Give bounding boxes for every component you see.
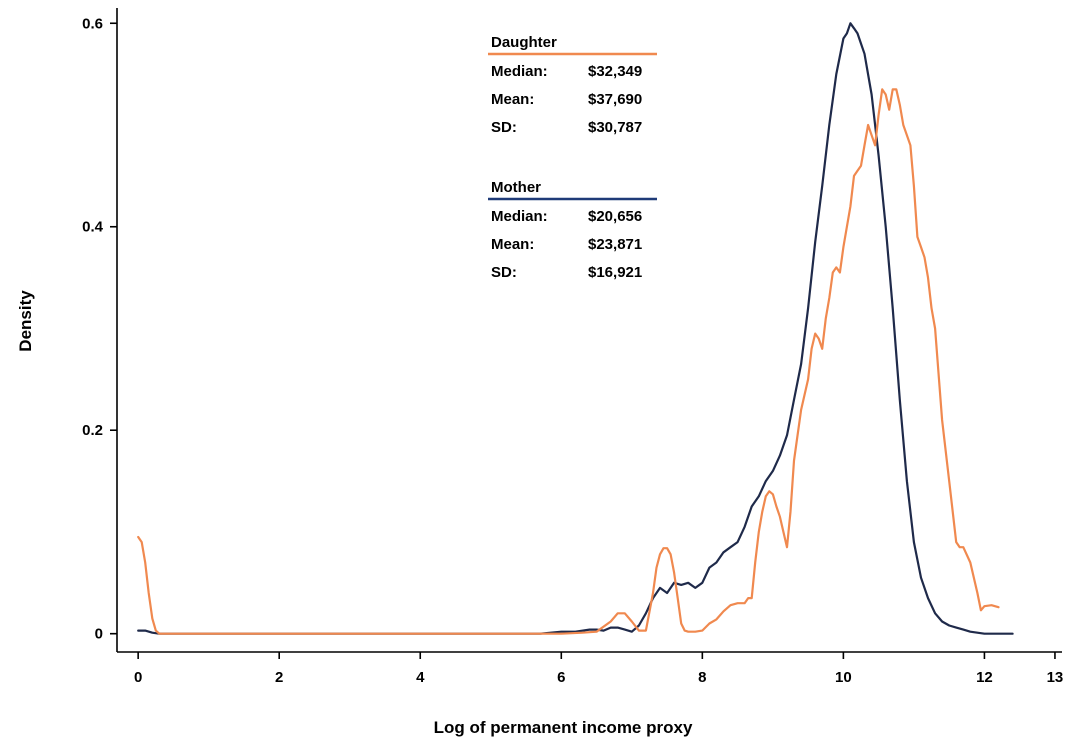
x-tick-label: 2 [275,669,283,686]
legend-stat-value: $23,871 [588,236,642,253]
x-tick-label: 8 [698,669,706,686]
y-tick-label: 0 [95,626,103,643]
y-tick-label: 0.2 [82,422,103,439]
x-tick-label: 13 [1047,669,1064,686]
legend-stat-label: Mean: [491,91,534,108]
x-tick-label: 4 [416,669,425,686]
x-tick-label: 12 [976,669,993,686]
series-layer [137,22,1014,635]
series-line-mother [137,22,1014,635]
legend-title-mother: Mother [491,179,541,196]
legend-stat-label: SD: [491,264,517,281]
series-line-daughter [137,88,1000,635]
x-tick-label: 0 [134,669,142,686]
legend-stat-label: SD: [491,119,517,136]
axes: 0 2 4 6 8 10 12 13 0 0.2 0.4 0.6 [82,8,1063,686]
legend-stat-value: $37,690 [588,91,642,108]
y-tick-label: 0.6 [82,15,103,32]
y-axis-title: Density [16,290,35,352]
y-tick-label: 0.4 [82,219,104,236]
x-tick-label: 10 [835,669,852,686]
legend-stat-label: Median: [491,208,548,225]
legend-title-daughter: Daughter [491,34,557,51]
legend-stat-value: $20,656 [588,208,642,225]
legend-stat-value: $16,921 [588,264,642,281]
legend: Daughter Median: $32,349 Mean: $37,690 SD: $30… [488,34,657,281]
legend-stat-value: $30,787 [588,119,642,136]
legend-stat-label: Median: [491,63,548,80]
x-axis-title: Log of permanent income proxy [434,718,693,737]
x-tick-label: 6 [557,669,565,686]
legend-stat-label: Mean: [491,236,534,253]
legend-stat-value: $32,349 [588,63,642,80]
